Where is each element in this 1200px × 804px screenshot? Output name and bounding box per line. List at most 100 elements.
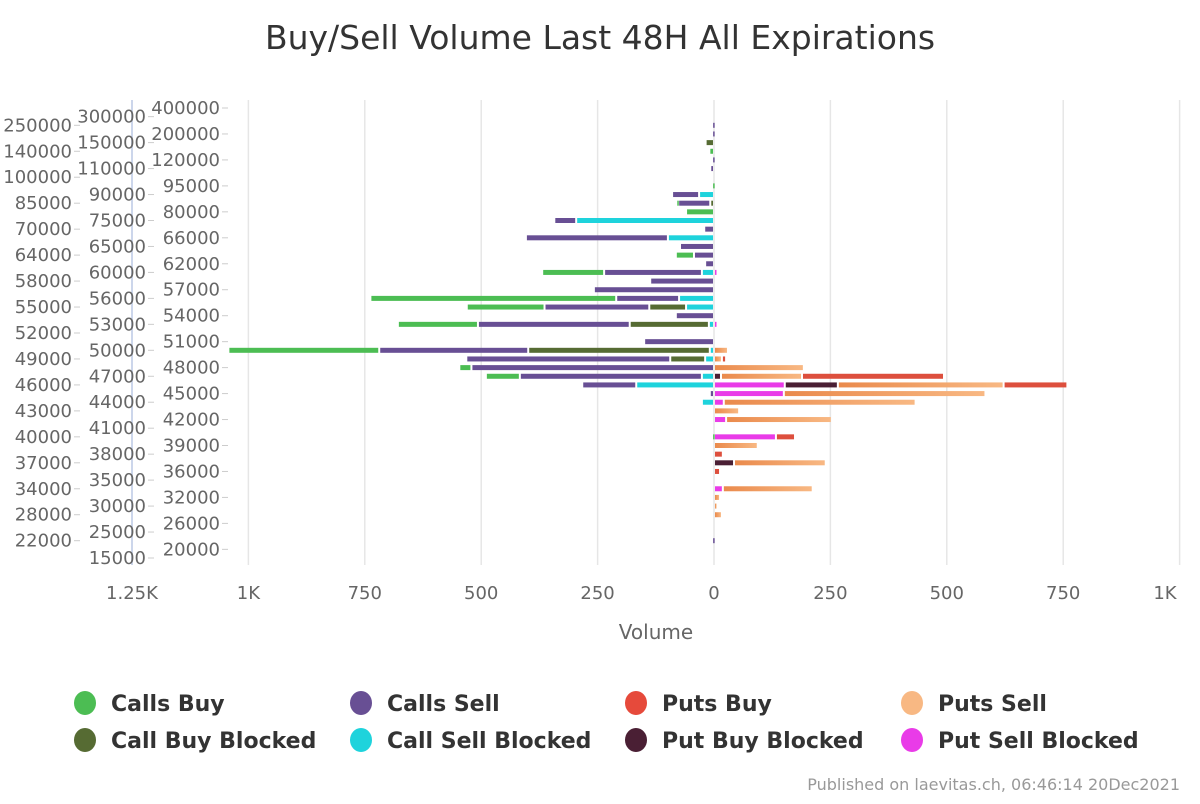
legend-item[interactable]: Calls Sell <box>350 691 500 717</box>
bar-call-sell-blocked <box>668 235 713 241</box>
bar-calls-buy <box>371 295 616 301</box>
bar-calls-sell <box>679 200 710 206</box>
bar-call-sell-blocked <box>680 295 713 301</box>
x-tick-label: 500 <box>464 583 498 604</box>
y-tick-label: 26000 <box>163 513 220 534</box>
bar-call-sell-blocked <box>577 218 713 223</box>
bar-call-buy-blocked <box>630 321 708 327</box>
y-tick-label: 52000 <box>15 323 72 344</box>
x-axis-title: Volume <box>619 620 693 644</box>
bar-put-sell-blocked <box>715 434 775 440</box>
bar-calls-buy <box>713 434 715 440</box>
y-tick-label: 42000 <box>163 410 220 431</box>
legend-item[interactable]: Call Buy Blocked <box>74 728 316 754</box>
y-tick-label: 80000 <box>163 202 220 223</box>
y-tick-label: 30000 <box>89 496 146 517</box>
bar-put-sell-blocked <box>715 399 723 405</box>
y-tick-label: 22000 <box>15 531 72 552</box>
bar-calls-buy <box>677 200 679 206</box>
bar-calls-sell <box>713 122 715 128</box>
bar-puts-sell <box>724 399 915 405</box>
bar-calls-sell <box>594 287 713 293</box>
bar-call-sell-blocked <box>702 373 713 379</box>
y-tick-label: 15000 <box>89 548 146 569</box>
bar-calls-sell <box>555 218 576 223</box>
legend: Calls Buy Calls Sell Puts Buy Puts Sell Call… <box>74 691 1139 754</box>
bar-put-sell-blocked <box>715 321 717 327</box>
y-tick-label: 46000 <box>15 375 72 396</box>
bar-call-sell-blocked <box>702 269 713 275</box>
legend-marker-icon <box>350 691 372 715</box>
y-tick-label: 39000 <box>163 436 220 457</box>
bar-call-sell-blocked <box>687 304 713 310</box>
legend-item[interactable]: Put Buy Blocked <box>625 728 864 754</box>
legend-item[interactable]: Puts Buy <box>625 691 772 717</box>
x-tick-label: 750 <box>1046 583 1080 604</box>
bar-put-sell-blocked <box>715 391 783 397</box>
bar-calls-buy <box>398 321 477 327</box>
bar-call-buy-blocked <box>529 347 709 353</box>
bar-calls-buy <box>713 183 715 189</box>
y-tick-label: 43000 <box>15 401 72 422</box>
legend-item[interactable]: Puts Sell <box>901 691 1047 717</box>
bar-puts-buy <box>1004 382 1067 388</box>
bar-calls-sell <box>526 235 667 241</box>
bar-puts-buy <box>715 451 722 457</box>
legend-label: Put Buy Blocked <box>662 729 864 754</box>
bar-calls-sell <box>467 356 670 362</box>
x-tick-label: 0 <box>708 583 719 604</box>
bar-calls-sell <box>478 321 629 327</box>
bar-puts-sell <box>715 503 717 509</box>
y-tick-label: 47000 <box>89 366 146 387</box>
bar-calls-sell <box>651 278 713 284</box>
bar-puts-sell <box>715 494 720 500</box>
legend-item[interactable]: Put Sell Blocked <box>901 728 1139 754</box>
bar-puts-buy <box>722 356 726 362</box>
y-tick-label: 48000 <box>163 358 220 379</box>
legend-label: Puts Buy <box>662 692 772 717</box>
bar-calls-sell <box>681 243 713 249</box>
bar-calls-sell <box>694 252 713 258</box>
bar-calls-sell <box>583 382 636 388</box>
y-tick-label: 25000 <box>89 522 146 543</box>
bar-calls-sell <box>676 313 713 319</box>
bar-calls-sell <box>645 339 713 345</box>
y-tick-label: 50000 <box>89 340 146 361</box>
legend-label: Calls Sell <box>387 692 500 717</box>
bar-call-buy-blocked <box>650 304 686 310</box>
y-tick-label: 44000 <box>89 392 146 413</box>
bars <box>229 122 1067 544</box>
y-tick-label: 75000 <box>89 211 146 232</box>
y-tick-label: 64000 <box>15 245 72 266</box>
legend-item[interactable]: Calls Buy <box>74 691 225 717</box>
y-tick-label: 100000 <box>3 167 72 188</box>
x-tick-label: 250 <box>813 583 847 604</box>
y-tick-label: 38000 <box>89 444 146 465</box>
x-tick-label: 500 <box>930 583 964 604</box>
bar-calls-sell <box>673 192 699 198</box>
y-tick-label: 65000 <box>89 236 146 257</box>
y-tick-label: 55000 <box>15 297 72 318</box>
y-tick-label: 56000 <box>89 288 146 309</box>
y-tick-label: 32000 <box>163 487 220 508</box>
legend-marker-icon <box>625 728 647 752</box>
chart-title: Buy/Sell Volume Last 48H All Expirations <box>265 18 935 57</box>
y-tick-label: 60000 <box>89 262 146 283</box>
bar-calls-buy <box>486 373 519 379</box>
bar-calls-buy <box>676 252 693 258</box>
bar-calls-sell <box>713 157 715 163</box>
legend-label: Call Buy Blocked <box>111 729 316 754</box>
x-tick-label: 1.25K <box>106 583 159 604</box>
bar-calls-sell <box>713 538 715 544</box>
y-tick-label: 85000 <box>15 193 72 214</box>
legend-item[interactable]: Call Sell Blocked <box>350 728 591 754</box>
x-tick-label: 750 <box>348 583 382 604</box>
y-tick-label: 37000 <box>15 453 72 474</box>
bar-put-buy-blocked <box>785 382 837 388</box>
bar-calls-sell <box>545 304 649 310</box>
y-tick-label: 70000 <box>15 219 72 240</box>
bar-calls-sell <box>705 226 713 232</box>
bar-puts-sell <box>735 460 825 466</box>
y-tick-label: 400000 <box>151 98 220 119</box>
